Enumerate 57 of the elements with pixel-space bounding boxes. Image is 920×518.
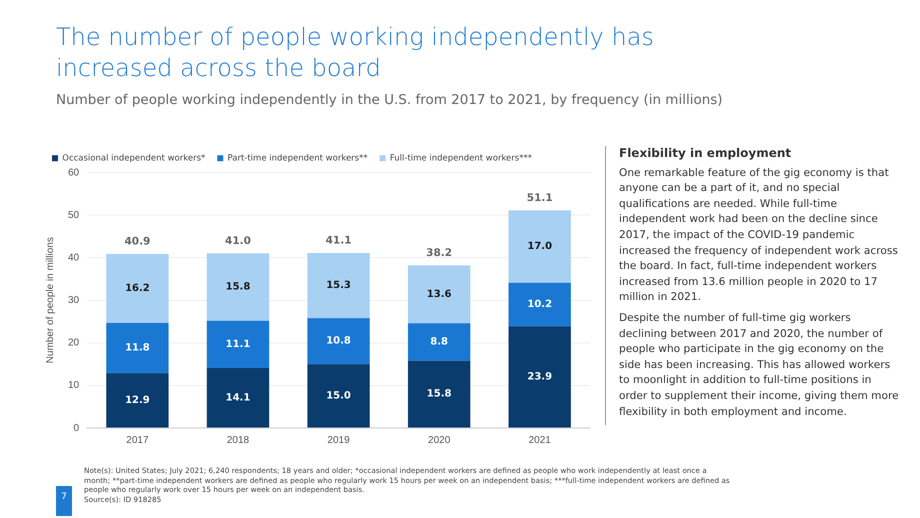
bar <box>508 210 571 283</box>
data-label: 15.8 <box>226 282 250 293</box>
text: 7 <box>56 486 72 516</box>
y-tick-label: 40 <box>68 252 80 264</box>
bar <box>408 265 470 324</box>
bar <box>106 254 169 323</box>
data-label: 11.1 <box>226 338 250 350</box>
bar <box>206 320 270 368</box>
data-label: 8.8 <box>430 336 448 348</box>
y-tick-label: 30 <box>68 295 80 306</box>
x-tick-label: 2017 <box>126 434 149 446</box>
bar <box>508 326 571 428</box>
bar <box>408 360 470 428</box>
bar <box>408 323 470 361</box>
data-label: 17.0 <box>527 241 552 252</box>
total-label: 40.9 <box>124 236 150 248</box>
data-label: 13.6 <box>426 288 452 300</box>
chart-title: The number of people working independently has increased across the board <box>56 22 655 84</box>
text: One remarkable feature of the gig economy is that anyone can be a part of it, and no special qualifications are needed. While full-time independent work had been on the decline since 2017, the impact of the COVID-19 pandemic increased the frequency of independent work across the board. In fact, full-time independent workers increased from 13.6 million people in 2020 to 17 million in 2021. <box>619 166 898 304</box>
bar <box>307 364 370 428</box>
data-label: 10.8 <box>326 336 351 347</box>
bar <box>106 322 169 374</box>
total-label: 41.1 <box>326 234 352 247</box>
x-tick-label: 2021 <box>528 434 552 446</box>
chart-subtitle: Number of people working independently in the U.S. from 2017 to 2021, by frequency (in millions) <box>56 92 723 108</box>
bar <box>508 282 571 326</box>
legend-label: Full-time independent workers*** <box>390 153 532 164</box>
bar <box>106 373 169 428</box>
legend-label: Occasional independent workers* <box>62 153 206 164</box>
data-label: 15.3 <box>326 280 351 292</box>
x-tick-label: 2018 <box>226 434 250 446</box>
y-tick-label: 0 <box>74 422 80 434</box>
x-tick-label: 2019 <box>327 434 350 446</box>
text: Flexibility in employment <box>619 146 792 162</box>
x-tick-label: 2020 <box>428 434 451 446</box>
data-label: 12.9 <box>125 394 150 406</box>
data-label: 16.2 <box>125 282 150 294</box>
total-label: 51.1 <box>526 192 553 204</box>
data-label: 15.0 <box>326 390 351 402</box>
y-tick-label: 60 <box>68 167 80 178</box>
data-label: 15.8 <box>426 388 452 400</box>
bar <box>206 253 270 321</box>
data-label: 23.9 <box>527 371 552 382</box>
bar <box>307 318 370 364</box>
y-tick-label: 50 <box>68 210 80 221</box>
bar <box>206 368 270 428</box>
total-label: 38.2 <box>426 247 452 260</box>
y-axis-title: Number of people in millions <box>44 237 56 364</box>
y-tick-label: 20 <box>68 338 80 349</box>
data-label: 14.1 <box>226 392 250 404</box>
text: Despite the number of full-time gig workers declining between 2017 and 2020, the number of people who participate in the gig economy on the side has been increasing. This has allowed workers to moonlight in addition to full-time positions in order to supplement their income, giving them more flexibility in both employment and income. <box>619 310 899 420</box>
bar <box>307 252 370 318</box>
y-tick-label: 10 <box>68 380 80 392</box>
data-label: 11.8 <box>125 342 150 354</box>
data-label: 10.2 <box>527 299 552 310</box>
total-label: 41.0 <box>225 235 251 248</box>
legend-label: Part-time independent workers** <box>228 153 368 164</box>
